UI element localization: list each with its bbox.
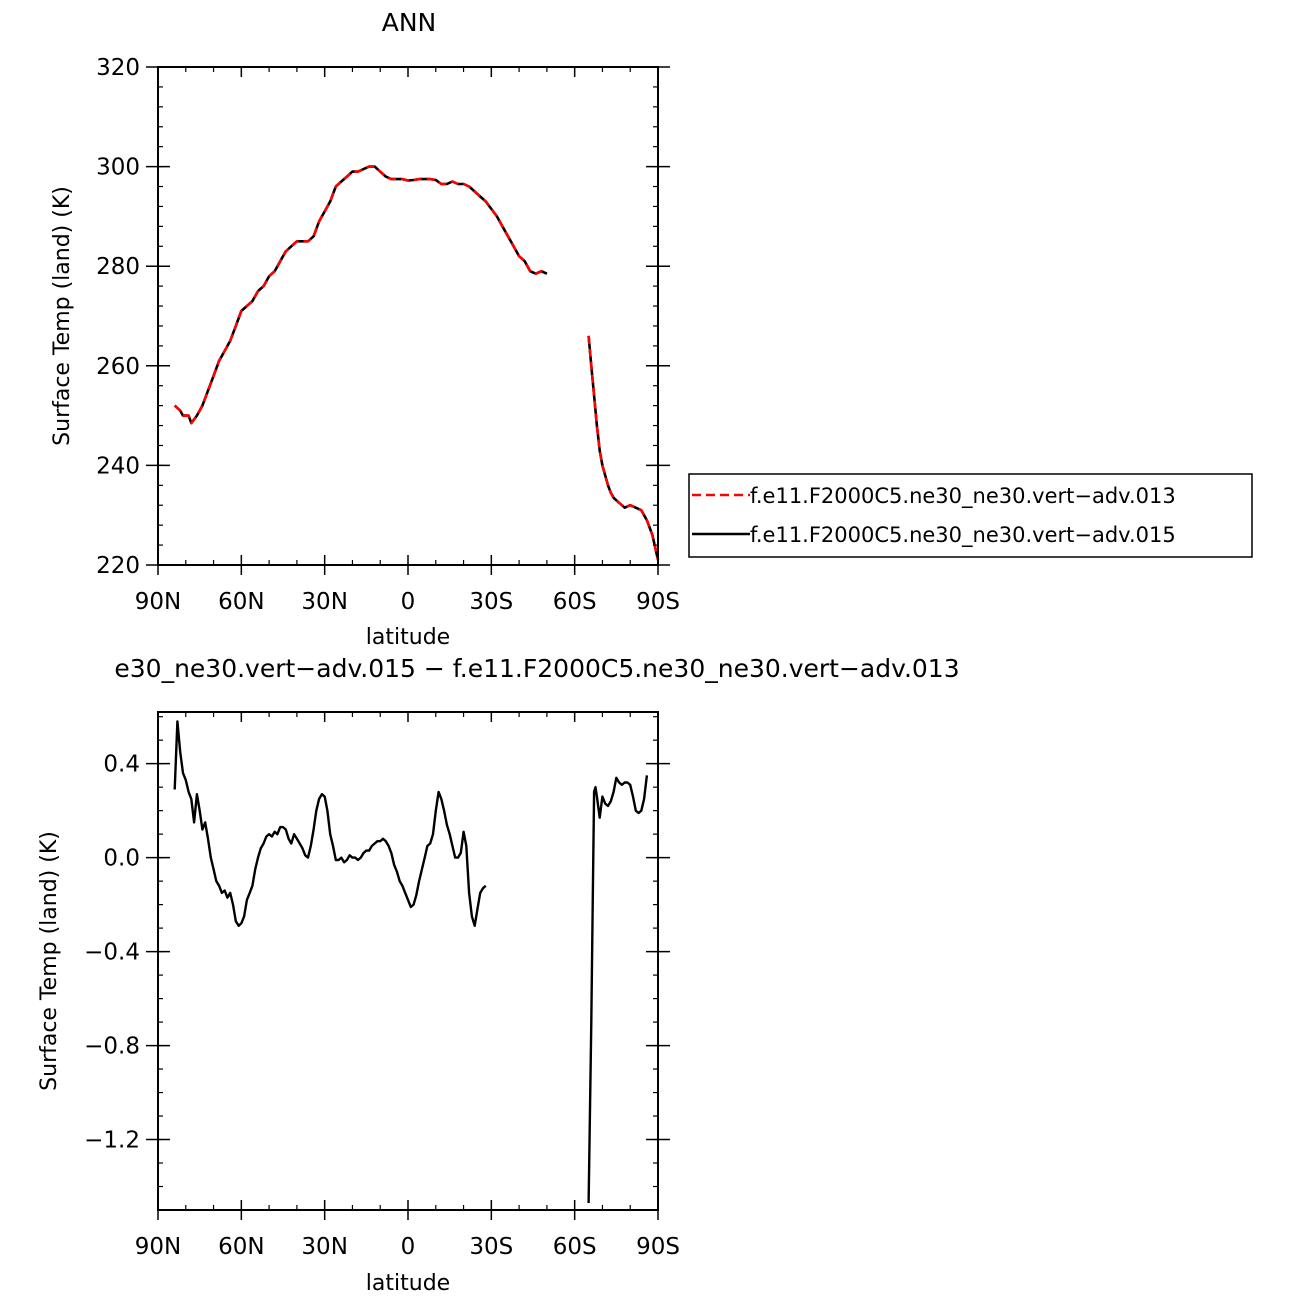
y-tick-label: 300	[96, 155, 140, 181]
x-tick-label: 60N	[218, 589, 264, 615]
bottom-plot-x-axis-label: latitude	[366, 1271, 450, 1296]
top-plot-lines	[173, 165, 660, 561]
x-tick-label: 90N	[135, 1234, 181, 1260]
bottom-plot: e30_ne30.vert−adv.015 − f.e11.F2000C5.ne…	[37, 654, 960, 1296]
x-tick-label: 30S	[469, 1234, 513, 1260]
series-line-0-segment-1	[587, 335, 660, 561]
x-tick-label: 30S	[469, 589, 513, 615]
bottom-plot-ticks: 90N 60N 30N 0 30S 60S 90S −1.2 −0.8 −0.4 0.0 0.4	[84, 712, 680, 1260]
series-line-0-segment-1	[587, 775, 649, 1204]
top-plot: ANN 90N 60N 30N 0 30S 60S 90S 220 240 260 280 300 32…	[50, 8, 680, 650]
series-line-1-segment-0	[173, 165, 548, 425]
y-tick-label: 260	[96, 354, 140, 380]
y-tick-label: 320	[96, 55, 140, 81]
x-tick-label: 60S	[553, 1234, 597, 1260]
bottom-plot-y-axis-label: Surface Temp (land) (K)	[37, 831, 62, 1091]
top-plot-y-axis-label: Surface Temp (land) (K)	[50, 186, 75, 446]
x-tick-label: 90S	[636, 589, 680, 615]
y-tick-label: 0.0	[103, 846, 140, 872]
bottom-plot-title: e30_ne30.vert−adv.015 − f.e11.F2000C5.ne…	[114, 654, 959, 683]
legend-box	[688, 473, 1253, 558]
x-tick-label: 30N	[301, 589, 347, 615]
x-tick-label: 90S	[636, 1234, 680, 1260]
y-tick-label: −0.4	[84, 940, 140, 966]
y-tick-label: 280	[96, 254, 140, 280]
x-tick-label: 0	[401, 1234, 416, 1260]
x-tick-label: 90N	[135, 589, 181, 615]
y-tick-label: 0.4	[103, 752, 140, 778]
y-tick-label: −1.2	[84, 1128, 140, 1154]
legend: f.e11.F2000C5.ne30_ne30.vert−adv.013 f.e…	[688, 473, 1253, 558]
series-line-0-segment-0	[173, 165, 548, 425]
top-plot-title: ANN	[382, 8, 437, 37]
bottom-plot-lines	[173, 720, 649, 1204]
legend-label-013: f.e11.F2000C5.ne30_ne30.vert−adv.013	[750, 484, 1176, 509]
y-tick-label: −0.8	[84, 1034, 140, 1060]
series-line-0-segment-0	[173, 720, 487, 927]
series-line-1-segment-1	[587, 335, 660, 561]
top-plot-frame	[157, 66, 659, 566]
x-tick-label: 30N	[301, 1234, 347, 1260]
x-tick-label: 0	[401, 589, 416, 615]
bottom-plot-frame	[157, 711, 659, 1211]
y-tick-label: 240	[96, 453, 140, 479]
x-tick-label: 60S	[553, 589, 597, 615]
top-plot-ticks: 90N 60N 30N 0 30S 60S 90S 220 240 260 280 300 320	[96, 55, 680, 615]
x-tick-label: 60N	[218, 1234, 264, 1260]
top-plot-x-axis-label: latitude	[366, 625, 450, 650]
y-tick-label: 220	[96, 553, 140, 579]
legend-label-015: f.e11.F2000C5.ne30_ne30.vert−adv.015	[750, 523, 1176, 548]
